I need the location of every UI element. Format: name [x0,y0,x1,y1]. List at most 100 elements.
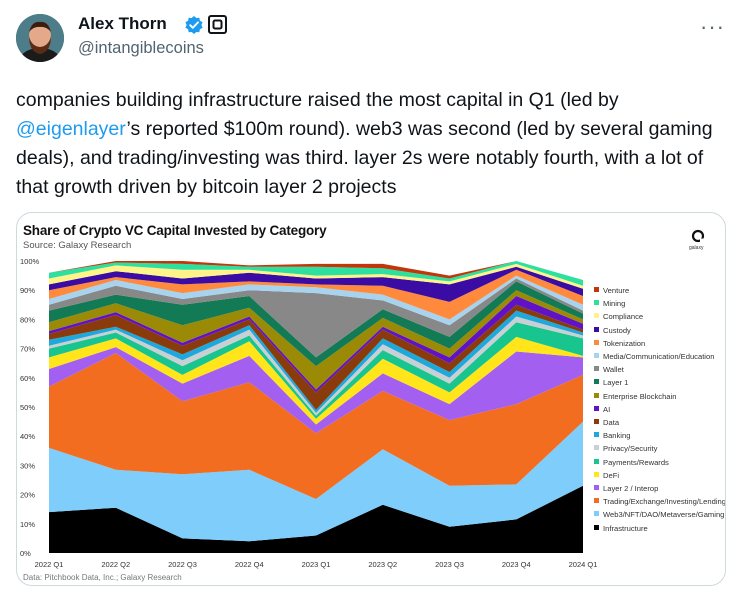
legend-swatch [594,313,599,319]
legend-swatch [594,287,599,292]
area-series-18 [49,261,583,286]
x-tick-label: 2024 Q1 [569,560,598,569]
area-series-2 [49,421,583,542]
legend-item: AI [594,405,610,415]
area-series-5 [49,336,583,425]
legend-label: Venture [603,286,630,295]
affiliate-logo-icon[interactable] [208,15,227,34]
legend-item: Mining [594,299,625,309]
legend-label: Privacy/Security [603,444,658,454]
legend-label: Enterprise Blockchain [603,391,677,401]
chart-image[interactable]: Share of Crypto VC Capital Invested by C… [16,212,726,586]
area-series-15 [49,269,583,320]
x-tick-label: 2022 Q3 [168,560,197,569]
legend-swatch [594,445,599,451]
x-tick-label: 2023 Q2 [368,560,397,569]
legend-label: Mining [603,299,626,309]
legend-item: Layer 1 [594,378,628,388]
legend-item: Venture [594,286,629,296]
legend-swatch [594,353,599,358]
legend-swatch [594,379,599,385]
legend-label: Banking [603,431,631,441]
chart-title: Share of Crypto VC Capital Invested by C… [23,223,327,238]
legend-swatch [594,524,599,530]
legend-label: Data [603,418,620,427]
y-tick-label: 0% [20,549,31,558]
x-tick-label: 2023 Q3 [435,560,464,569]
area-series-4 [49,347,583,434]
area-series-12 [49,281,583,367]
avatar[interactable] [16,14,64,62]
legend-item: Web3/NFT/DAO/Metaverse/Gaming [594,510,724,520]
area-series-13 [49,278,583,358]
legend-item: Custody [594,326,631,336]
legend-item: Layer 2 / Interop [594,484,658,494]
y-tick-label: 100% [20,257,40,266]
area-series-1 [49,485,583,553]
legend-label: Infrastructure [603,523,648,533]
y-tick-label: 90% [20,286,35,295]
legend-item: DeFi [594,471,619,481]
legend-label: Trading/Exchange/Investing/Lending [603,497,726,507]
tweet-text-part2: ’s reported $100m round). web3 was secon… [16,118,713,198]
author-handle[interactable]: @intangiblecoins [78,39,204,57]
legend-swatch [594,458,599,464]
chart-footnote: Data: Pitchbook Data, Inc.; Galaxy Resea… [23,573,182,582]
area-series-17 [49,263,583,289]
y-tick-label: 50% [20,403,35,412]
chart-subtitle: Source: Galaxy Research [23,240,132,251]
legend-label: AI [603,404,611,414]
tweet-text: companies building infrastructure raised… [16,86,722,202]
legend-label: DeFi [603,470,620,480]
legend-swatch [594,485,599,490]
verified-badge-icon [184,15,204,35]
galaxy-logo-text: galaxy [689,245,704,251]
mention-link[interactable]: @eigenlayer [16,118,127,140]
more-options-icon[interactable]: ··· [700,14,725,39]
legend-item: Privacy/Security [594,444,657,454]
area-series-6 [49,322,583,419]
tweet-text-part1: companies building infrastructure raised… [16,89,619,111]
legend-swatch [594,392,599,398]
legend-label: Layer 2 / Interop [603,484,659,493]
legend-swatch [594,366,599,372]
area-series-10 [49,296,583,393]
legend-label: Media/Communication/Education [603,352,715,361]
legend-item: Enterprise Blockchain [594,392,676,402]
area-series-3 [49,353,583,499]
legend-swatch [594,419,599,424]
legend-item: Payments/Rewards [594,458,669,468]
x-tick-label: 2022 Q1 [35,560,64,569]
legend-item: Compliance [594,312,643,322]
legend-swatch [594,511,599,517]
legend-swatch [594,432,599,438]
y-tick-label: 10% [20,520,35,529]
area-series-11 [49,290,583,390]
legend-item: Media/Communication/Education [594,352,714,362]
legend-label: Payments/Rewards [603,457,669,467]
x-tick-label: 2022 Q2 [101,560,130,569]
area-series-16 [49,266,583,302]
legend-label: Compliance [603,312,644,322]
legend-label: Layer 1 [603,378,629,388]
author-name[interactable]: Alex Thorn [78,14,167,33]
y-tick-label: 80% [20,315,35,324]
y-tick-label: 20% [20,491,35,500]
legend-swatch [594,300,599,306]
legend-item: Infrastructure [594,524,648,534]
legend-swatch [594,471,599,477]
legend-label: Web3/NFT/DAO/Metaverse/Gaming [603,510,725,520]
legend-label: Custody [603,325,631,335]
galaxy-logo-icon [691,229,705,243]
y-tick-label: 40% [20,432,35,441]
area-series-19 [49,261,583,280]
legend-swatch [594,405,599,411]
y-tick-label: 70% [20,345,35,354]
x-tick-label: 2023 Q1 [302,560,331,569]
stacked-area-chart: 0% 10% 20% 30% 40% 50% 60% 70% 80% 90% 100% 2022 Q1… [20,257,598,569]
y-tick-label: 30% [20,461,35,470]
legend-swatch [594,326,599,332]
legend-label: Wallet [603,365,624,375]
legend-item: Wallet [594,365,624,375]
legend-item: Trading/Exchange/Investing/Lending [594,497,726,507]
